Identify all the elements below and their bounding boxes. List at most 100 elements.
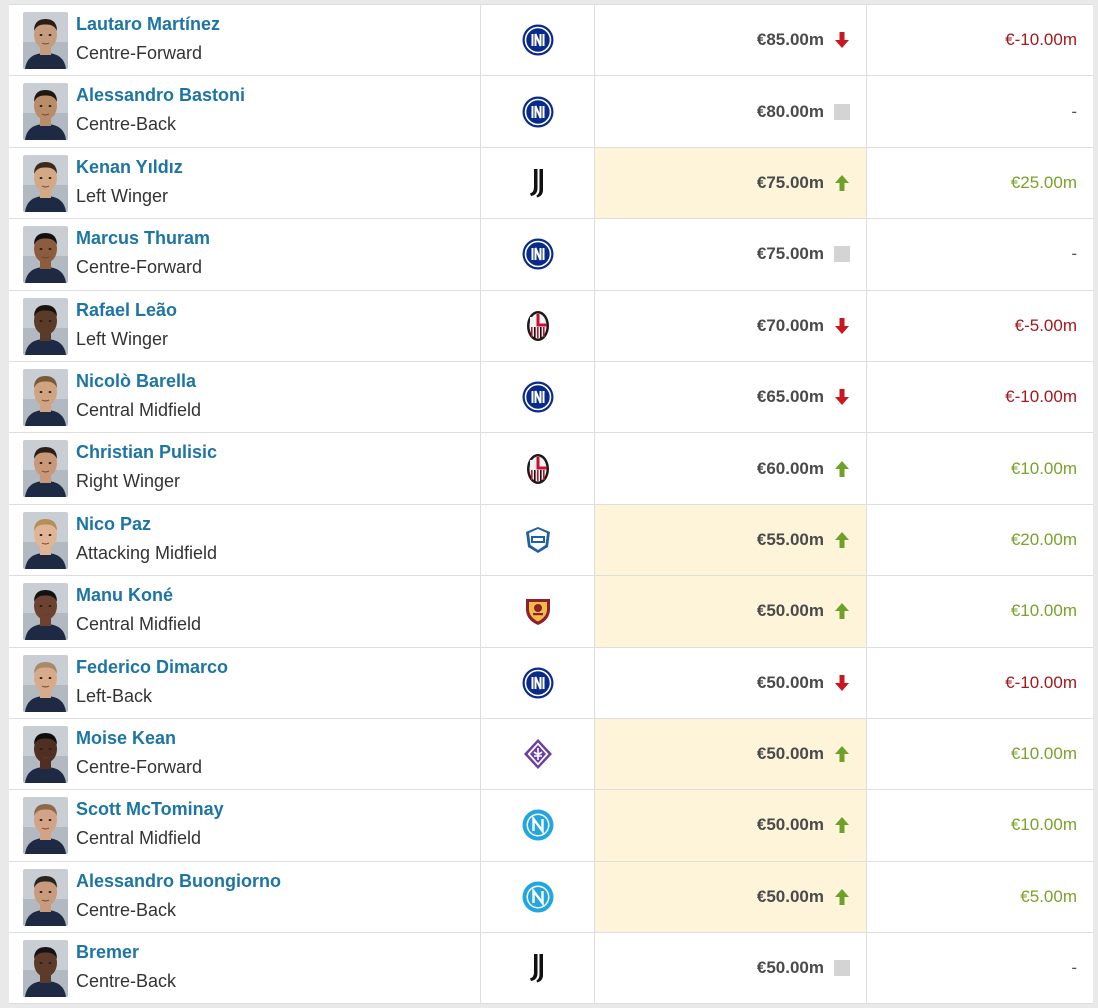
como-crest-icon[interactable] (521, 523, 555, 557)
player-cell: Alessandro Bastoni Centre-Back (9, 76, 481, 147)
player-name-link[interactable]: Scott McTominay (76, 799, 224, 820)
player-position: Central Midfield (76, 399, 202, 420)
player-photo[interactable] (23, 583, 68, 641)
player-photo[interactable] (23, 868, 68, 926)
inter-crest-icon[interactable] (521, 237, 555, 271)
market-value[interactable]: €50.00m (756, 601, 824, 621)
market-value[interactable]: €50.00m (756, 886, 824, 906)
player-name-link[interactable]: Alessandro Buongiorno (76, 870, 282, 891)
player-photo[interactable] (23, 154, 68, 212)
value-change-cell: - (867, 933, 1093, 1003)
player-cell: Lautaro Martínez Centre-Forward (9, 5, 481, 76)
market-value-cell: €50.00m (595, 861, 867, 933)
value-change: - (1071, 101, 1077, 121)
market-value[interactable]: €70.00m (756, 315, 824, 335)
club-cell (481, 790, 595, 861)
player-name-link[interactable]: Federico Dimarco (76, 656, 229, 677)
player-name-link[interactable]: Nicolò Barella (76, 370, 197, 391)
club-cell (481, 290, 595, 361)
table-row: Kenan Yıldız Left Winger €75.00m €25.00m (9, 147, 1093, 220)
player-cell: Christian Pulisic Right Winger (9, 433, 481, 504)
value-change: €10.00m (1010, 744, 1077, 764)
player-name-link[interactable]: Christian Pulisic (76, 442, 218, 463)
inter-crest-icon[interactable] (521, 23, 555, 57)
no-change-square-icon (833, 959, 851, 977)
club-cell (481, 504, 595, 576)
player-photo[interactable] (23, 440, 68, 498)
market-value[interactable]: €80.00m (756, 101, 824, 121)
trend-up-arrow-icon (833, 745, 851, 763)
player-position: Central Midfield (76, 614, 202, 635)
player-photo[interactable] (23, 12, 68, 69)
value-change: €10.00m (1010, 815, 1077, 835)
juventus-crest-icon[interactable] (521, 951, 555, 985)
player-position: Centre-Back (76, 971, 177, 992)
market-value-cell: €60.00m (595, 433, 867, 504)
player-name-link[interactable]: Marcus Thuram (76, 228, 211, 249)
player-position: Central Midfield (76, 828, 202, 849)
player-name-link[interactable]: Lautaro Martínez (76, 14, 221, 34)
player-photo[interactable] (23, 297, 68, 355)
market-value[interactable]: €60.00m (756, 458, 824, 478)
player-photo[interactable] (23, 725, 68, 783)
player-photo[interactable] (23, 83, 68, 141)
table-row: Scott McTominay Central Midfield €50.00m €1… (9, 790, 1093, 862)
player-cell: Scott McTominay Central Midfield (9, 790, 481, 861)
market-value-cell: €70.00m (595, 290, 867, 361)
market-value[interactable]: €85.00m (756, 30, 824, 50)
market-value[interactable]: €75.00m (756, 172, 824, 192)
player-photo[interactable] (23, 368, 68, 426)
value-change: €-10.00m (1005, 387, 1077, 407)
table-row: Bremer Centre-Back €50.00m - (9, 933, 1093, 1005)
milan-crest-icon[interactable] (521, 309, 555, 343)
table-row: Manu Koné Central Midfield €50.00m €10.00m (9, 576, 1093, 648)
market-value[interactable]: €55.00m (756, 529, 824, 549)
market-value[interactable]: €65.00m (756, 387, 824, 407)
market-value[interactable]: €50.00m (756, 958, 824, 978)
inter-crest-icon[interactable] (521, 380, 555, 414)
napoli-crest-icon[interactable] (521, 880, 555, 914)
market-value-cell: €75.00m (595, 219, 867, 290)
fiorentina-crest-icon[interactable] (521, 737, 555, 771)
market-value[interactable]: €50.00m (756, 744, 824, 764)
player-name-link[interactable]: Rafael Leão (76, 299, 178, 320)
player-photo[interactable] (23, 226, 68, 284)
market-value[interactable]: €75.00m (756, 244, 824, 264)
club-cell (481, 718, 595, 790)
trend-down-arrow-icon (833, 674, 851, 692)
table-row: Christian Pulisic Right Winger €60.00m €10.… (9, 433, 1093, 505)
market-value-cell: €50.00m (595, 933, 867, 1004)
player-name-link[interactable]: Moise Kean (76, 727, 177, 748)
player-photo[interactable] (23, 940, 68, 998)
value-change: - (1071, 244, 1077, 264)
table-row: Lautaro Martínez Centre-Forward €85.00m €-1… (9, 5, 1093, 77)
player-cell: Nico Paz Attacking Midfield (9, 504, 481, 576)
player-photo[interactable] (23, 511, 68, 569)
player-name-link[interactable]: Nico Paz (76, 513, 152, 534)
player-name-link[interactable]: Kenan Yıldız (76, 156, 183, 177)
player-name-link[interactable]: Alessandro Bastoni (76, 85, 246, 106)
club-cell (481, 5, 595, 76)
club-cell (481, 361, 595, 433)
market-value[interactable]: €50.00m (756, 672, 824, 692)
club-cell (481, 861, 595, 933)
market-value[interactable]: €50.00m (756, 815, 824, 835)
napoli-crest-icon[interactable] (521, 808, 555, 842)
trend-up-arrow-icon (833, 888, 851, 906)
club-cell (481, 933, 595, 1004)
milan-crest-icon[interactable] (521, 452, 555, 486)
trend-down-arrow-icon (833, 31, 851, 49)
player-name-link[interactable]: Manu Koné (76, 585, 173, 606)
roma-crest-icon[interactable] (521, 594, 555, 628)
inter-crest-icon[interactable] (521, 666, 555, 700)
market-value-cell: €50.00m (595, 576, 867, 647)
player-photo[interactable] (23, 654, 68, 712)
inter-crest-icon[interactable] (521, 95, 555, 129)
trend-down-arrow-icon (833, 388, 851, 406)
value-change: €10.00m (1010, 458, 1077, 478)
player-photo[interactable] (23, 797, 68, 855)
table-row: Alessandro Bastoni Centre-Back €80.00m - (9, 76, 1093, 148)
no-change-square-icon (833, 245, 851, 263)
player-name-link[interactable]: Bremer (76, 942, 140, 963)
juventus-crest-icon[interactable] (521, 166, 555, 200)
